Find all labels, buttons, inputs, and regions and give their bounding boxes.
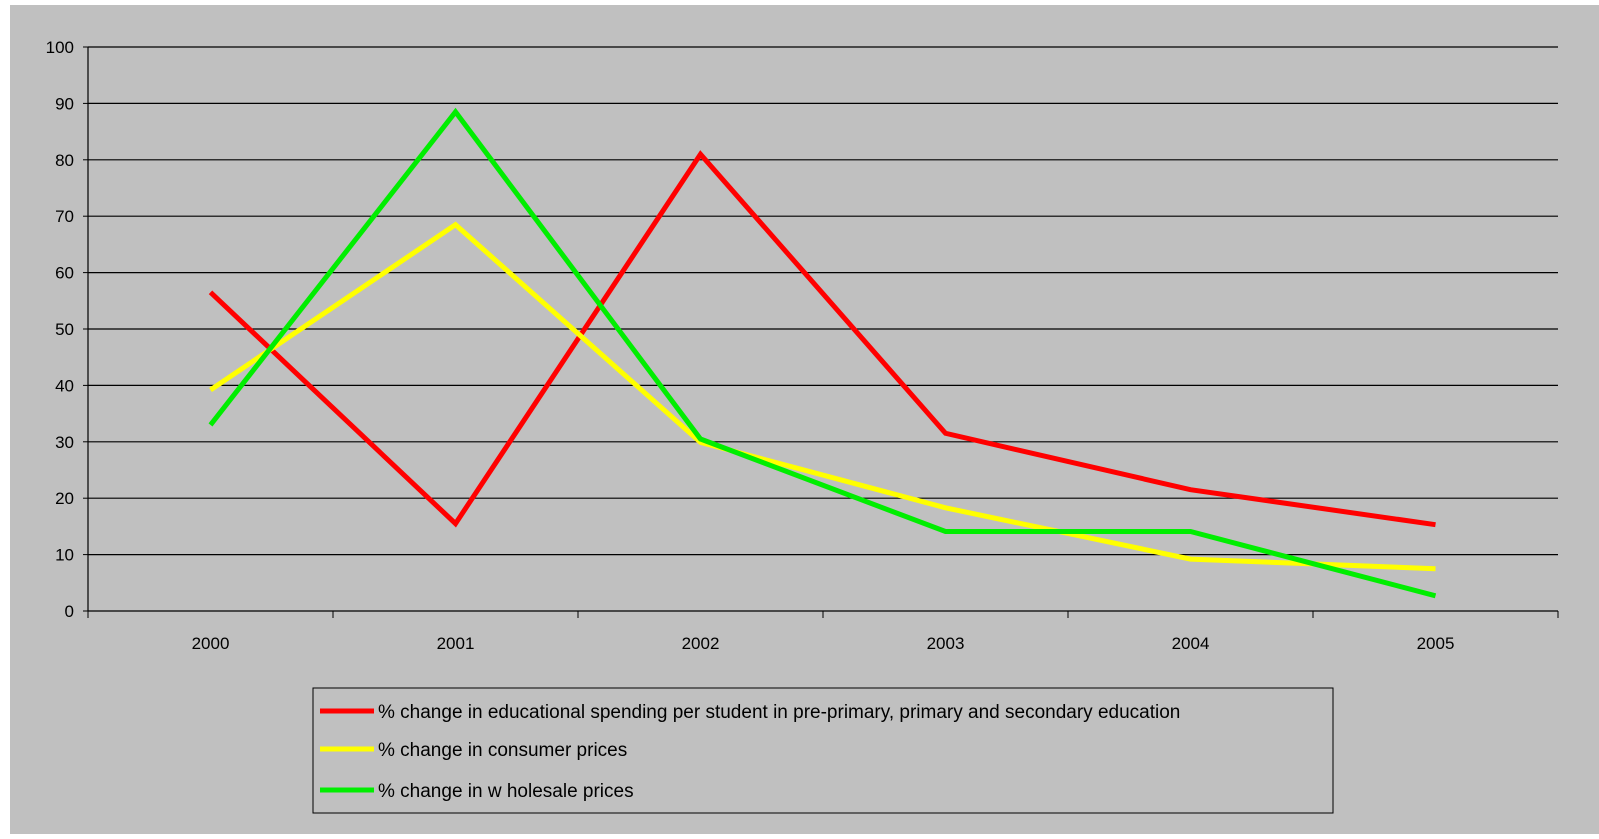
y-tick-label: 20 [55,489,74,508]
legend-label: % change in w holesale prices [378,781,634,802]
y-tick-label: 10 [55,546,74,565]
y-tick-label: 80 [55,151,74,170]
x-tick-label: 2002 [682,634,720,653]
y-tick-label: 60 [55,264,74,283]
y-tick-label: 70 [55,207,74,226]
y-tick-label: 40 [55,376,74,395]
y-tick-label: 100 [46,38,74,57]
legend: % change in educational spending per stu… [313,688,1333,813]
legend-label: % change in educational spending per stu… [378,702,1180,723]
x-tick-label: 2001 [437,634,475,653]
y-tick-label: 0 [65,602,74,621]
x-tick-label: 2004 [1172,634,1210,653]
y-tick-label: 30 [55,433,74,452]
x-tick-label: 2005 [1417,634,1455,653]
x-tick-label: 2000 [192,634,230,653]
y-tick-label: 90 [55,94,74,113]
x-tick-label: 2003 [927,634,965,653]
legend-label: % change in consumer prices [378,740,627,761]
y-tick-label: 50 [55,320,74,339]
